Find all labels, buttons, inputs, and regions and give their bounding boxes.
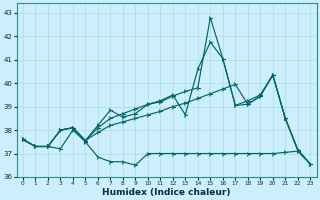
X-axis label: Humidex (Indice chaleur): Humidex (Indice chaleur): [102, 188, 231, 197]
